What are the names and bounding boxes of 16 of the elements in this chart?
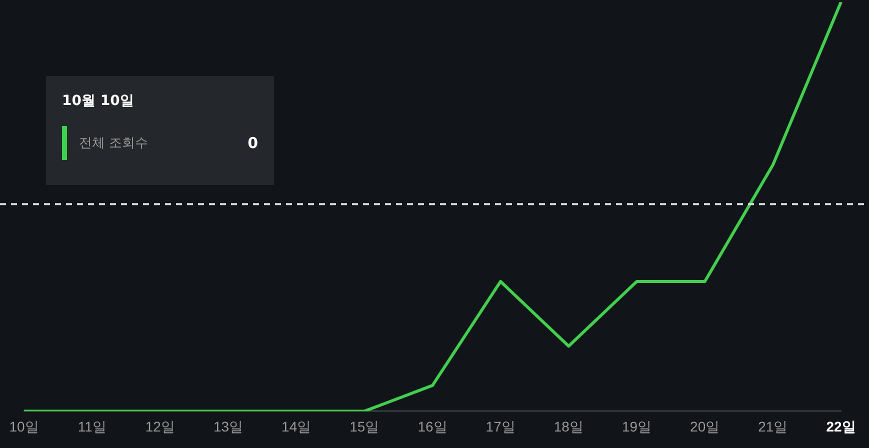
x-tick-label: 12일 — [145, 418, 175, 434]
tooltip-panel: 10월 10일 전체 조회수 0 — [46, 76, 274, 185]
x-tick-label: 10일 — [9, 418, 39, 434]
x-tick-label: 13일 — [213, 418, 244, 434]
x-tick-label: 14일 — [282, 418, 312, 434]
x-tick-label: 17일 — [486, 418, 516, 434]
x-tick-label: 21일 — [758, 418, 788, 434]
x-tick-label: 16일 — [418, 418, 448, 434]
annotation: 10월 10일 — [62, 92, 135, 110]
x-tick-label: 11일 — [78, 418, 106, 434]
x-tick-label: 15일 — [350, 418, 380, 434]
annotation: 0 — [248, 134, 258, 152]
x-tick-label: 19일 — [622, 418, 652, 434]
x-tick-label: 22일 — [826, 418, 856, 434]
x-tick-label: 18일 — [554, 418, 584, 434]
x-tick-label: 20일 — [690, 418, 720, 434]
